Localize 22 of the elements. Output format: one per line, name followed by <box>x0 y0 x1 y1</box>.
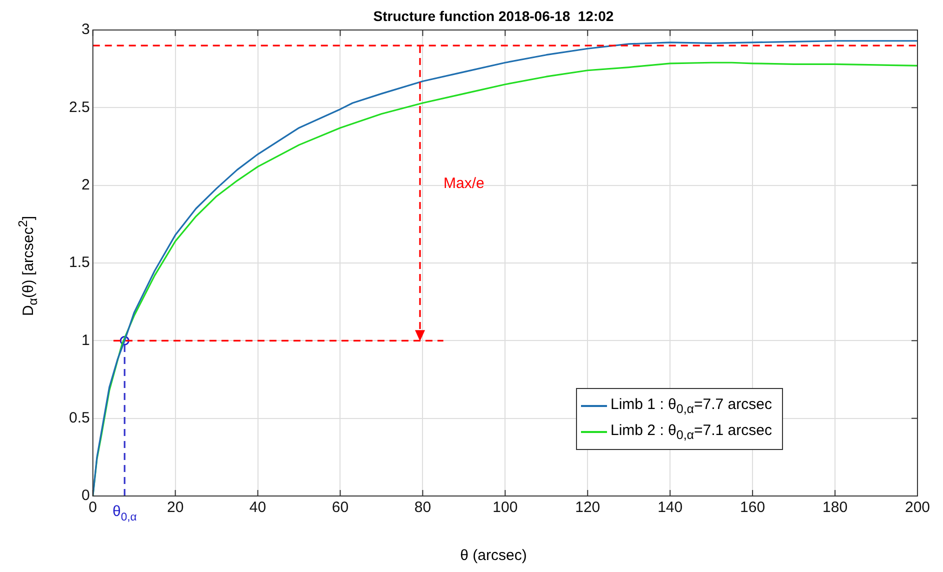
legend-label: Limb 1 : θ$_{0,α}$=7.7 arcsec <box>610 396 772 416</box>
chart-title: Structure function 2018-06-18 12:02 <box>373 8 614 24</box>
y-tick-label: 2 <box>82 176 90 194</box>
y-tick-label: 1.5 <box>68 254 90 272</box>
y-tick-label: 3 <box>82 21 90 38</box>
x-tick-label: 60 <box>332 499 349 516</box>
x-tick-label: 80 <box>414 499 432 516</box>
x-axis-title: θ (arcsec) <box>459 547 528 564</box>
legend-label: Limb 2 : θ$_{0,α}$=7.1 arcsec <box>610 422 772 442</box>
x-tick-label: 140 <box>658 499 683 516</box>
x-tick-label: 160 <box>740 499 766 516</box>
x-tick-label: 40 <box>249 499 266 516</box>
annotation: Max/e <box>444 174 484 192</box>
x-tick-label: 180 <box>822 499 848 516</box>
x-tick-label: 200 <box>904 499 930 516</box>
x-tick-label: 20 <box>166 499 184 516</box>
x-tick-label: 120 <box>575 499 600 516</box>
y-tick-label: 2.5 <box>68 98 90 116</box>
y-tick-label: 0 <box>82 487 90 504</box>
y-tick-label: 0.5 <box>68 409 90 426</box>
y-tick-label: 1 <box>82 332 90 349</box>
x-tick-label: 100 <box>492 499 518 516</box>
